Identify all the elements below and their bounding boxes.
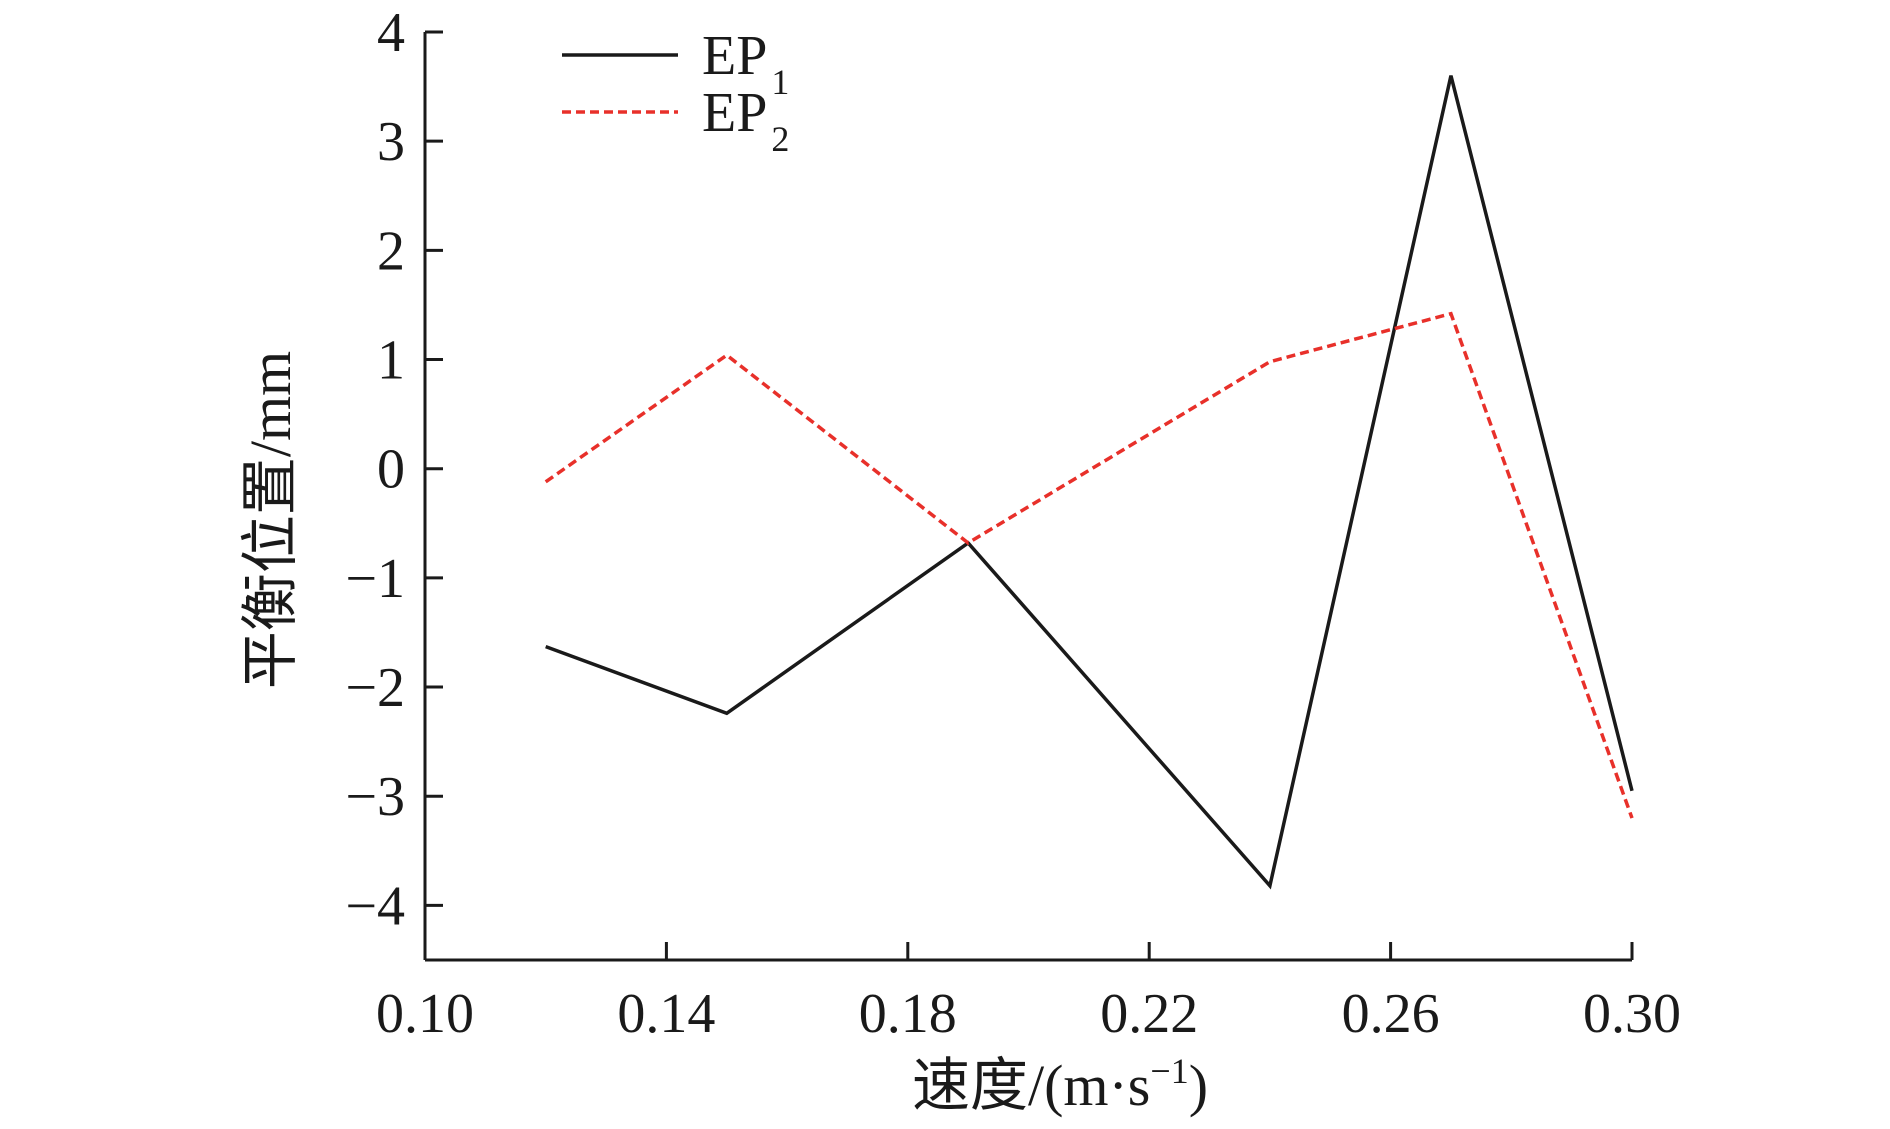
series-layer <box>544 75 1634 890</box>
x-tick-label: 0.30 <box>1583 983 1681 1045</box>
y-tick-label: 2 <box>377 220 405 282</box>
y-tick-label: −4 <box>345 875 405 937</box>
x-axis-title-close: ) <box>1189 1053 1208 1118</box>
y-axis-title: 平衡位置/mm <box>238 351 303 689</box>
y-tick-label: −2 <box>345 657 405 719</box>
x-axis-title-text: 速度/(m·s <box>912 1053 1150 1118</box>
y-tick-label: −3 <box>345 766 405 828</box>
y-ticks: 4 3 2 1 0 −1 −2 −3 −4 <box>345 2 443 937</box>
x-axis-title-superscript: −1 <box>1150 1051 1188 1091</box>
x-tick-label: 0.10 <box>376 983 474 1045</box>
legend: EP 1EP 2 <box>562 25 789 159</box>
y-tick-label: 1 <box>377 330 405 392</box>
axes <box>423 32 1632 962</box>
y-tick-label: 0 <box>377 439 405 501</box>
y-tick-label: 3 <box>377 111 405 173</box>
legend-label-ep2: EP 2 <box>702 82 789 159</box>
y-tick-label: 4 <box>377 2 405 64</box>
x-axis-title: 速度/(m·s−1) <box>912 1051 1208 1118</box>
x-ticks: 0.10 0.14 0.18 0.22 0.26 0.30 <box>376 942 1681 1045</box>
series-line-ep2 <box>544 311 1634 819</box>
x-tick-label: 0.14 <box>617 983 715 1045</box>
x-tick-label: 0.18 <box>859 983 957 1045</box>
series-line-ep1 <box>545 75 1634 890</box>
legend-label-ep1: EP 1 <box>702 25 789 102</box>
x-tick-label: 0.22 <box>1100 983 1198 1045</box>
y-tick-label: −1 <box>345 548 405 610</box>
x-tick-label: 0.26 <box>1342 983 1440 1045</box>
